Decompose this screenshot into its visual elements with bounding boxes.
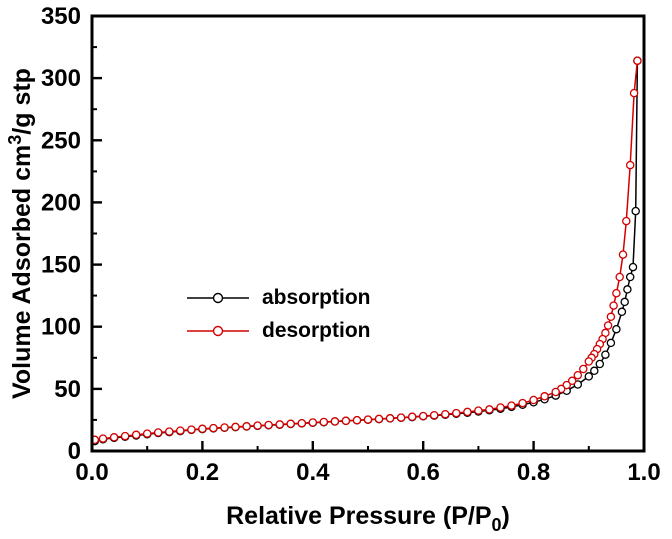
svg-text:350: 350 [41,3,81,30]
series-desorption [90,56,642,445]
svg-text:0.4: 0.4 [296,459,330,486]
svg-text:0.2: 0.2 [186,459,219,486]
x-axis-title: Relative Pressure (P/P0) [226,502,510,535]
svg-text:150: 150 [41,252,81,279]
svg-text:50: 50 [54,376,81,403]
legend-item-absorption: absorption [186,286,371,310]
svg-text:0.6: 0.6 [407,459,440,486]
desorption-marker-icon [187,325,249,337]
y-tick-labels: 0 50 100 150 200 250 300 350 [41,3,81,465]
svg-text:0.0: 0.0 [75,459,108,486]
absorption-marker-icon [187,292,249,304]
svg-text:100: 100 [41,314,81,341]
legend-label-desorption: desorption [262,319,371,342]
series-group [90,56,642,446]
legend-label-absorption: absorption [262,286,371,309]
svg-text:0: 0 [68,438,81,465]
y-axis-title: Volume Adsorbed cm3/g stp [5,68,36,399]
svg-text:300: 300 [41,65,81,92]
legend-item-desorption: desorption [186,319,371,343]
svg-text:200: 200 [41,189,81,216]
svg-text:250: 250 [41,127,81,154]
svg-text:1.0: 1.0 [627,459,660,486]
x-tick-labels: 0.0 0.2 0.4 0.6 0.8 1.0 [75,459,660,486]
legend: absorption desorption [186,286,371,343]
svg-text:0.8: 0.8 [517,459,550,486]
plot-frame [90,14,646,453]
